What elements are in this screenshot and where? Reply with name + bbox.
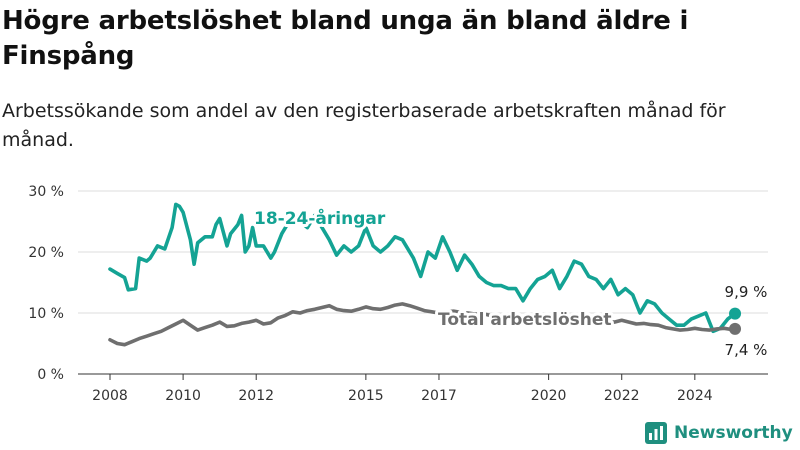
total-series-label-halo: Total arbetslöshet — [438, 310, 612, 330]
y-tick-label: 30 % — [28, 184, 64, 200]
x-tick-label: 2020 — [531, 388, 567, 404]
total-end-point — [729, 322, 742, 335]
x-tick-label: 2010 — [165, 388, 201, 404]
x-tick-label: 2008 — [92, 388, 128, 404]
total-end-value-label: 7,4 % — [725, 341, 768, 359]
chart-title: Högre arbetslöshet bland unga än bland ä… — [2, 6, 689, 71]
total-series-label: Total arbetslöshet — [438, 310, 612, 330]
total-end-value-label-halo: 7,4 % — [725, 341, 768, 359]
y-tick-label: 10 % — [28, 306, 64, 322]
brand-name: Newsworthy — [674, 423, 793, 443]
youth-series-line — [108, 202, 737, 334]
y-tick-label: 20 % — [28, 245, 64, 261]
x-tick-label: 2017 — [421, 388, 457, 404]
youth-end-value-label-halo: 9,9 % — [725, 283, 768, 301]
x-tick-label: 2012 — [238, 388, 274, 404]
bar-chart-icon — [645, 422, 667, 444]
chart-subtitle: Arbetssökande som andel av den registerb… — [2, 100, 726, 151]
total-series-line — [108, 302, 737, 347]
x-tick-label: 2015 — [348, 388, 384, 404]
y-tick-label: 0 % — [37, 367, 64, 383]
youth-end-value-label: 9,9 % — [725, 283, 768, 301]
newsworthy-logo[interactable]: Newsworthy — [645, 420, 793, 446]
gridlines — [78, 190, 768, 375]
x-tick-label: 2022 — [604, 388, 640, 404]
youth-series-label: 18-24-åringar — [254, 207, 386, 229]
series-lines — [108, 202, 742, 347]
x-tick-label: 2024 — [677, 388, 713, 404]
youth-series-label-halo: 18-24-åringar — [254, 207, 386, 229]
youth-end-point — [729, 307, 742, 320]
y-axis-ticks: 0 % 10 % 20 % 30 % — [28, 184, 64, 383]
x-axis-ticks: 2008 2010 2012 2015 2017 2020 2022 2024 — [92, 374, 713, 404]
